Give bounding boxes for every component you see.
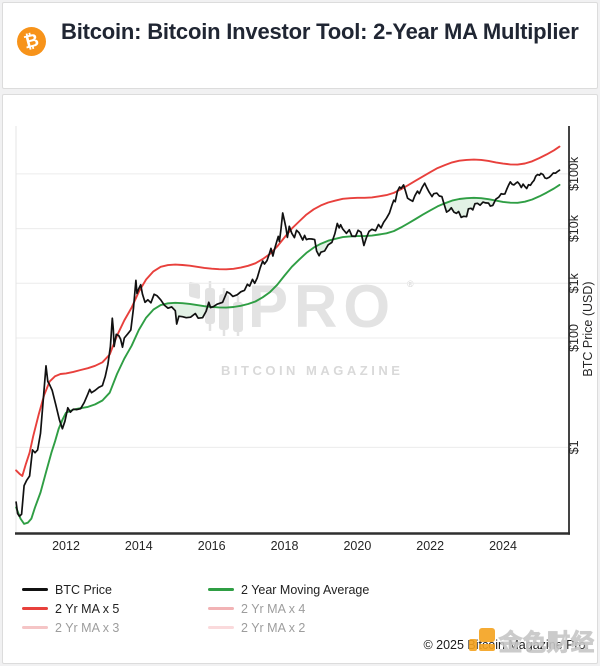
legend-label: 2 Yr MA x 5 [55, 601, 120, 616]
legend-swatch-ma2y_x2 [208, 626, 234, 629]
legend-item-ma2y_x4[interactable]: 2 Yr MA x 4 [208, 601, 305, 616]
legend-label: 2 Year Moving Average [241, 582, 370, 597]
page-title-text: Bitcoin: Bitcoin Investor Tool: 2-Year M… [61, 19, 579, 44]
y-axis-title: BTC Price (USD) [581, 281, 595, 376]
y-tick-label: $10k [567, 214, 581, 242]
x-tick-label: 2012 [52, 539, 80, 553]
x-tick-label: 2024 [489, 539, 517, 553]
legend-swatch-ma2y_x4 [208, 607, 234, 610]
legend-item-price[interactable]: BTC Price [22, 582, 112, 597]
price-chart[interactable]: 2012 2014 2016 2018 2020 2022 2024 $100k $10k $1k… [3, 95, 597, 565]
legend-swatch-ma2y [208, 588, 234, 591]
header: ₿ Bitcoin: Bitcoin Investor Tool: 2-Year … [2, 2, 598, 89]
chart-legend: BTC Price 2 Year Moving Average 2 Yr MA x … [3, 95, 597, 663]
bitcoin-icon: ₿ [17, 26, 46, 56]
legend-label: 2 Yr MA x 4 [241, 601, 306, 616]
buy-zone-shading [164, 302, 207, 323]
legend-swatch-price [22, 588, 48, 591]
legend-item-ma2y_x3[interactable]: 2 Yr MA x 3 [22, 620, 119, 635]
bitcoin-b-glyph: ₿ [22, 29, 41, 53]
buy-zone-shading [316, 239, 333, 256]
legend-swatch-ma2y_x3 [22, 626, 48, 629]
legend-swatch-ma2y_x5 [22, 607, 48, 610]
y-tick-label: $1k [567, 272, 581, 293]
x-tick-label: 2022 [416, 539, 444, 553]
chart-card: BITCOIN MAGAZINE PRO ® 2012 2014 2016 2018 2… [2, 94, 598, 664]
legend-label: 2 Yr MA x 3 [55, 620, 120, 635]
legend-item-ma2y_x2[interactable]: 2 Yr MA x 2 [208, 620, 305, 635]
page-title: ₿ Bitcoin: Bitcoin Investor Tool: 2-Year … [3, 3, 597, 56]
x-tick-label: 2014 [125, 539, 153, 553]
legend-label: 2 Yr MA x 2 [241, 620, 306, 635]
legend-label: BTC Price [55, 582, 112, 597]
y-tick-label: $100k [567, 156, 581, 191]
y-tick-label: $1 [567, 440, 581, 454]
copyright-text: © 2025 Bitcoin Magazine Pro. [423, 638, 589, 652]
legend-item-ma2y_x5[interactable]: 2 Yr MA x 5 [22, 601, 119, 616]
y-tick-label: $100 [567, 324, 581, 352]
legend-item-ma2y[interactable]: 2 Year Moving Average [208, 582, 369, 597]
ma2y_x5-line [15, 145, 561, 477]
price-line [15, 169, 561, 518]
x-tick-label: 2016 [198, 539, 226, 553]
x-tick-label: 2020 [343, 539, 371, 553]
x-tick-label: 2018 [271, 539, 299, 553]
